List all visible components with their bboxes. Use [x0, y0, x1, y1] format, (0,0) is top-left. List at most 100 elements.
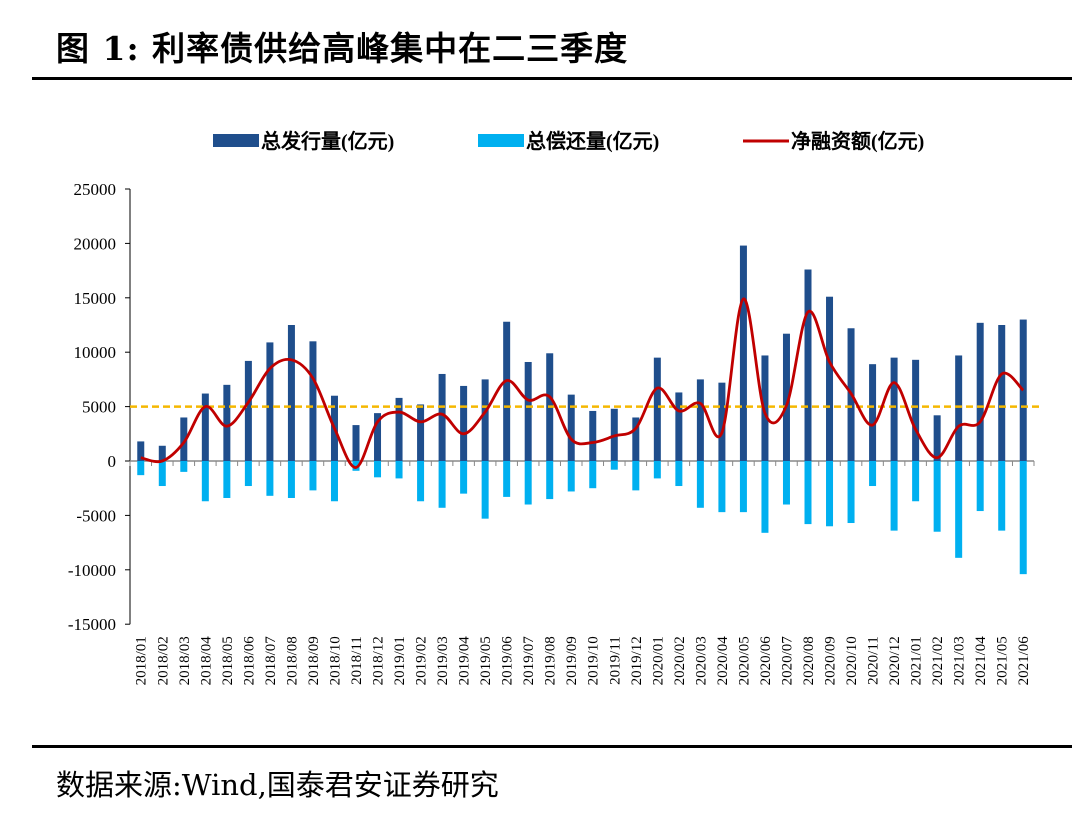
repayment-bar [782, 461, 790, 505]
issuance-bars [137, 245, 1027, 461]
legend-label: 净融资额(亿元) [791, 129, 924, 153]
x-tick-label: 2018/01 [134, 636, 150, 685]
figure-title: 图 1: 利率债供给高峰集中在二三季度 [56, 29, 629, 68]
repayment-bar [460, 461, 468, 494]
repayment-bar [244, 461, 252, 487]
issuance-bar [180, 417, 188, 461]
y-tick-label: 15000 [74, 289, 117, 308]
x-tick-label: 2018/07 [263, 636, 279, 686]
repayment-bar [653, 461, 661, 479]
chart-legend: 总发行量(亿元) 总偿还量(亿元) 净融资额(亿元) [213, 129, 924, 153]
repayment-bar [610, 461, 618, 470]
repayment-bar [567, 461, 575, 492]
x-tick-label: 2021/06 [1016, 636, 1032, 686]
issuance-bar [244, 360, 252, 461]
repayment-bars [137, 461, 1027, 575]
repayment-bar [955, 461, 963, 558]
chart: 总发行量(亿元) 总偿还量(亿元) 净融资额(亿元) 25000 20000 15000… [68, 129, 1042, 686]
x-tick-label: 2018/03 [177, 636, 193, 685]
repayment-bar [912, 461, 920, 502]
repayment-bar [158, 461, 166, 487]
issuance-bar [804, 269, 812, 461]
repayment-bar [481, 461, 489, 519]
issuance-bar [481, 379, 489, 461]
x-tick-label: 2018/06 [241, 636, 257, 686]
issuance-bar [782, 333, 790, 461]
y-tick-label: -5000 [76, 506, 116, 525]
bottom-rule [32, 745, 1072, 748]
issuance-bar [567, 394, 575, 461]
repayment-bar [718, 461, 726, 513]
x-tick-label: 2020/08 [801, 636, 817, 685]
issuance-bar [675, 392, 683, 461]
x-tick-label: 2018/08 [284, 636, 300, 685]
x-tick-label: 2020/02 [672, 636, 688, 685]
repayment-bar [180, 461, 188, 472]
repayment-bar [675, 461, 683, 487]
issuance-bar [309, 341, 317, 461]
legend-label: 总偿还量(亿元) [526, 129, 659, 153]
repayment-bar [266, 461, 274, 496]
repayment-bar [438, 461, 446, 508]
y-tick-label: 0 [108, 452, 117, 471]
x-tick-label: 2019/03 [435, 636, 451, 685]
x-tick-label: 2018/12 [371, 636, 387, 685]
x-tick-label: 2020/03 [693, 636, 709, 685]
issuance-bar [158, 445, 166, 461]
x-tick-label: 2018/05 [220, 636, 236, 685]
repayment-bar [976, 461, 984, 512]
repayment-bar [804, 461, 812, 525]
repayment-bar [223, 461, 231, 498]
repayment-bar [869, 461, 877, 487]
legend-label: 总发行量(亿元) [261, 129, 394, 153]
repayment-bar [589, 461, 597, 489]
issuance-bar [696, 379, 704, 461]
net-financing-line [140, 297, 1025, 469]
y-tick-label: -10000 [68, 561, 116, 580]
issuance-bar [374, 413, 382, 461]
issuance-bar [137, 441, 145, 461]
x-tick-label: 2020/11 [866, 636, 882, 685]
issuance-bar [589, 410, 597, 461]
x-tick-label: 2021/01 [909, 636, 925, 685]
x-tick-label: 2020/01 [650, 636, 666, 685]
repayment-bar [395, 461, 403, 479]
x-tick-label: 2020/06 [758, 636, 774, 686]
x-tick-label: 2019/05 [478, 636, 494, 685]
repayment-bar [201, 461, 209, 502]
x-tick-label: 2021/03 [952, 636, 968, 685]
repayment-bar [890, 461, 898, 531]
repayment-bar [847, 461, 855, 524]
repayment-bar [826, 461, 834, 527]
repayment-bar [309, 461, 317, 491]
issuance-bar [460, 385, 468, 461]
repayment-bar [352, 461, 360, 471]
x-tick-label: 2018/04 [198, 636, 214, 686]
x-tick-label: 2021/02 [930, 636, 946, 685]
x-tick-label: 2019/06 [500, 636, 516, 686]
x-tick-label: 2019/08 [543, 636, 559, 685]
x-tick-label: 2019/04 [457, 636, 473, 686]
issuance-bar [933, 415, 941, 461]
x-tick-label: 2020/10 [844, 636, 860, 685]
repayment-bar [696, 461, 704, 508]
issuance-bar [503, 321, 511, 461]
x-tick-label: 2019/01 [392, 636, 408, 685]
issuance-bar [890, 357, 898, 461]
repayment-bar [739, 461, 747, 513]
y-tick-label: -15000 [68, 615, 116, 634]
x-axis: 2018/01 2018/02 2018/03 2018/04 2018/05 2018/… [129, 460, 1035, 686]
x-tick-label: 2020/09 [823, 636, 839, 685]
x-tick-label: 2020/12 [887, 636, 903, 685]
repayment-bar [933, 461, 941, 532]
y-axis: 25000 20000 15000 10000 5000 0 -5000 -10000 -150… [68, 180, 131, 634]
issuance-bar [653, 357, 661, 461]
issuance-bar [912, 359, 920, 461]
legend-swatch [478, 134, 524, 147]
legend-swatch [213, 134, 259, 147]
issuance-bar [395, 397, 403, 461]
repayment-bar [524, 461, 532, 505]
x-tick-label: 2021/04 [973, 636, 989, 686]
issuance-bar [201, 393, 209, 461]
issuance-bar [352, 425, 360, 461]
